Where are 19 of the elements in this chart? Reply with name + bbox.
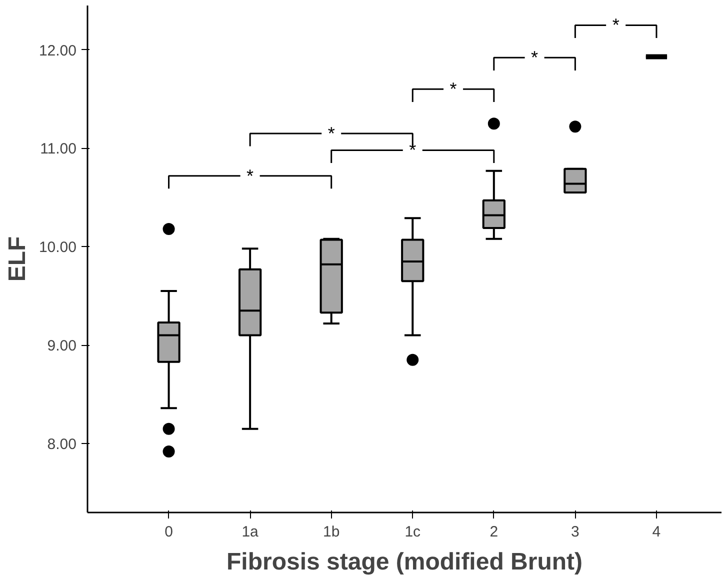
annotation: * [531,48,538,68]
x-tick-label: 3 [571,524,580,540]
annotation: * [246,166,254,186]
x-tick-label: 1a [242,524,260,540]
x-tick-label: 0 [164,524,173,540]
x-axis-title: Fibrosis stage (modified Brunt) [226,548,583,576]
y-axis-title: ELF [4,236,31,282]
x-tick-label: 1b [323,524,340,540]
y-tick-label: 9.00 [47,338,77,355]
x-tick-label: 4 [652,524,661,540]
x-tick-label: 2 [490,524,498,540]
y-tick-label: 12.00 [38,42,77,60]
x-tick-label: 1c [404,524,422,540]
y-tick-label: 10.00 [38,239,77,256]
annotation: * [612,15,620,36]
annotation: * [450,79,457,100]
y-tick-label: 8.00 [47,436,77,454]
annotation: * [328,123,335,144]
y-tick-label: 11.00 [40,140,77,158]
